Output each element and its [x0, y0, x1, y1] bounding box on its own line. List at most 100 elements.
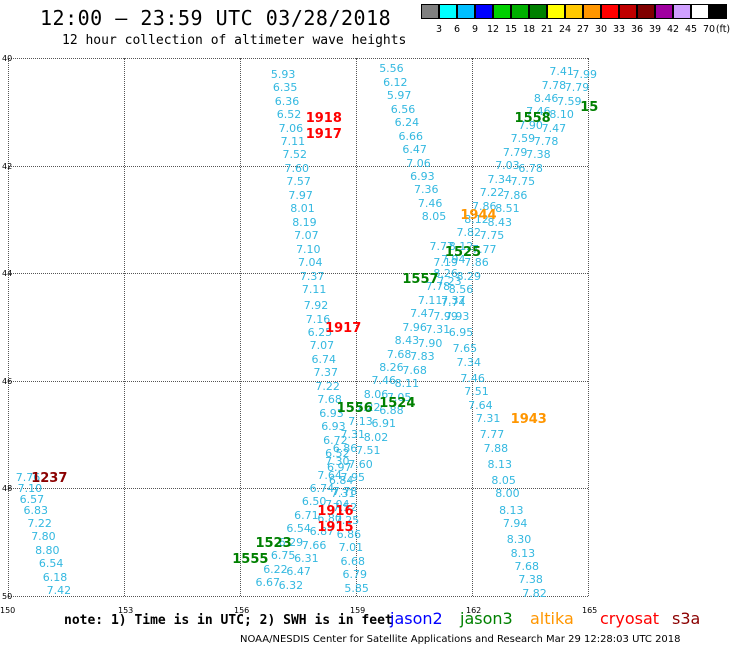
- wave-height-value: 7.93: [444, 309, 470, 323]
- wave-height-value: 7.96: [402, 320, 427, 334]
- wave-height-value: 6.35: [272, 81, 298, 95]
- wave-height-value: 5.85: [344, 581, 369, 595]
- longitude-tick-label: 159: [350, 606, 366, 615]
- wave-height-value: 7.31: [425, 323, 451, 337]
- wave-height-value: 7.94: [441, 253, 466, 267]
- wave-height-value: 7.46: [371, 374, 396, 388]
- latitude-grid-line: [8, 58, 588, 59]
- pass-time-label: 1917: [325, 320, 362, 336]
- wave-height-value: 6.52: [276, 108, 302, 122]
- latitude-grid-line: [8, 273, 588, 275]
- latitude-grid-line: [8, 596, 588, 597]
- wave-height-value: 6.87: [309, 525, 335, 539]
- longitude-tick-label: 150: [0, 606, 16, 615]
- wave-height-value: 7.78: [425, 280, 451, 294]
- latitude-tick-label: 40: [2, 54, 13, 63]
- wave-height-value: 6.31: [294, 551, 319, 565]
- wave-height-value: 7.36: [414, 183, 439, 197]
- wave-height-value: 7.34: [487, 172, 512, 186]
- wave-height-value: 6.88: [379, 404, 404, 417]
- wave-height-map[interactable]: 150 153 156 159 162 165 40 42 44 46 48 50 7.76 7.10 6.…: [0, 54, 740, 615]
- legend-swatch: [511, 4, 529, 19]
- wave-height-value: 6.93: [321, 420, 346, 434]
- longitude-tick-label: 162: [466, 606, 482, 615]
- wave-height-value: 7.80: [31, 530, 56, 544]
- wave-height-value: 7.37: [313, 366, 338, 380]
- wave-height-value: 7.90: [417, 336, 443, 350]
- legend-level-label: 70: [702, 24, 716, 35]
- wave-height-value: 7.47: [541, 121, 567, 135]
- wave-height-value: 7.11: [301, 282, 327, 296]
- wave-height-value: 7.38: [518, 573, 543, 587]
- legend-altika: altika: [530, 609, 574, 628]
- wave-height-value: 6.79: [342, 568, 367, 582]
- wave-height-value: 7.11: [417, 293, 443, 307]
- wave-height-value: 7.94: [502, 516, 528, 530]
- pass-time-label: 1918: [305, 110, 342, 126]
- wave-height-value: 7.31: [330, 487, 356, 501]
- wave-height-value: 5.93: [270, 67, 296, 81]
- wave-height-value: 7.82: [522, 586, 547, 600]
- pass-time-label: 1524: [379, 395, 416, 411]
- longitude-grid-line: [588, 58, 589, 596]
- legend-swatch: [439, 4, 457, 19]
- wave-height-value: 7.77: [429, 239, 454, 253]
- legend-level-label: 36: [630, 24, 644, 35]
- wave-height-value: 7.46: [526, 105, 551, 119]
- wave-height-value: 7.64: [468, 398, 493, 412]
- legend-level-label: 30: [594, 24, 608, 35]
- wave-height-value: 7.10: [296, 242, 321, 256]
- legend-level-label: 45: [684, 24, 698, 35]
- wave-height-value: 6.84: [328, 473, 354, 487]
- wave-height-value: 7.68: [386, 347, 412, 361]
- pass-time-label: 1555: [232, 551, 269, 567]
- wave-height-value: 7.16: [305, 312, 331, 326]
- wave-height-value: 7.78: [541, 78, 567, 92]
- pass-time-label: 1558: [514, 110, 551, 126]
- wave-height-value: 6.47: [286, 565, 311, 579]
- legend-swatch: [601, 4, 619, 19]
- wave-height-value: 5.97: [386, 89, 412, 103]
- legend-level-label: 3: [435, 24, 443, 35]
- legend-level-label: 27: [576, 24, 590, 35]
- wave-height-value: 8.01: [290, 202, 315, 216]
- latitude-grid-line: [8, 380, 588, 382]
- wave-height-value: 8.19: [292, 215, 317, 229]
- legend-level-label: 21: [540, 24, 554, 35]
- wave-height-value: 7.25: [334, 514, 360, 528]
- wave-height-value: 7.22: [479, 186, 505, 200]
- wave-height-value: 7.31: [340, 428, 366, 442]
- wave-height-value: 8.46: [533, 91, 559, 105]
- wave-height-value: 7.97: [288, 188, 313, 202]
- wave-height-value: 8.51: [495, 202, 520, 216]
- wave-height-value: 8.30: [506, 533, 532, 547]
- wave-height-value: 7.04: [325, 498, 350, 512]
- legend-level-label: 6: [453, 24, 461, 35]
- wave-height-value: 8.06: [363, 387, 389, 401]
- wave-height-value: 7.76: [15, 471, 41, 485]
- wave-height-value: 7.23: [437, 274, 462, 288]
- wave-height-value: 7.47: [410, 307, 435, 321]
- wave-height-value: 8.13: [510, 546, 536, 560]
- wave-height-value: 6.66: [398, 129, 424, 143]
- wave-height-value: 7.99: [433, 309, 458, 323]
- pass-time-label: 1557: [402, 272, 439, 288]
- legend-jason2: jason2: [390, 609, 443, 628]
- wave-height-value: 8.11: [394, 377, 420, 391]
- wave-height-value: 6.75: [270, 549, 296, 563]
- wave-height-value: 7.68: [317, 393, 342, 407]
- pass-time-label: 1523: [255, 535, 292, 551]
- wave-height-value: 7.03: [495, 159, 520, 173]
- latitude-grid-line: [8, 165, 588, 167]
- longitude-grid-line: [240, 58, 241, 596]
- wave-height-value: 7.51: [464, 385, 489, 399]
- wave-height-value: 7.22: [356, 401, 381, 415]
- wave-height-value: 6.50: [301, 495, 327, 509]
- wave-height-value: 8.10: [549, 108, 574, 122]
- wave-height-value: 7.07: [294, 229, 319, 243]
- wave-height-value: 6.83: [23, 503, 48, 517]
- wave-height-value: 8.56: [448, 282, 474, 296]
- wave-height-value: 7.46: [460, 371, 485, 385]
- wave-height-value: 6.86: [336, 527, 362, 541]
- wave-height-value: 6.18: [42, 570, 68, 584]
